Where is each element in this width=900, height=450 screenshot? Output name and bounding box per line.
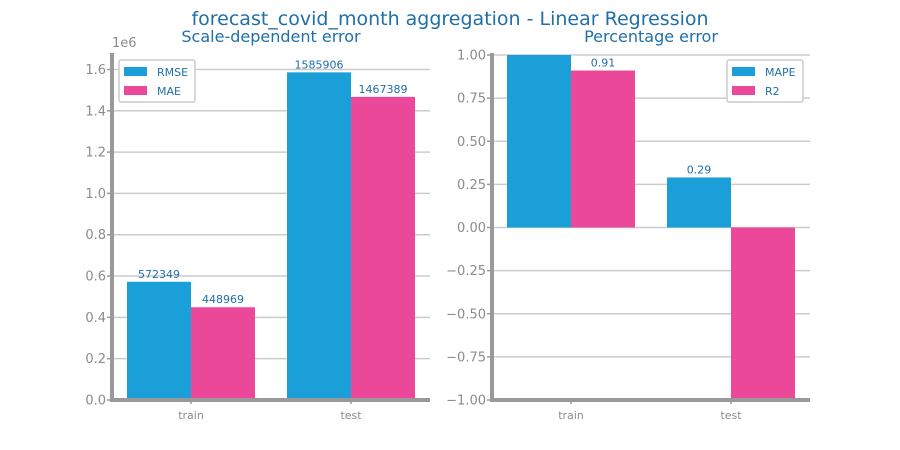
legend: RMSE MAE bbox=[118, 59, 196, 103]
bar-r2-test bbox=[731, 227, 795, 400]
data-label: 1585906 bbox=[295, 58, 344, 71]
bar-rmse-train bbox=[127, 281, 191, 400]
y-tick-label: 1.6 bbox=[85, 63, 106, 78]
x-tick-label: test bbox=[340, 409, 362, 422]
y-tick-label: 1.0 bbox=[85, 187, 106, 202]
y-tick-label: 0.25 bbox=[457, 178, 486, 193]
x-tick-label: train bbox=[558, 409, 584, 422]
x-tick-label: train bbox=[178, 409, 204, 422]
data-label: 448969 bbox=[202, 293, 244, 306]
y-tick-label: −0.75 bbox=[446, 350, 486, 365]
figure-title: forecast_covid_month aggregation - Linea… bbox=[191, 8, 708, 30]
legend-swatch-mape bbox=[732, 67, 755, 76]
legend: MAPE R2 bbox=[726, 59, 804, 103]
y-offset-label: 1e6 bbox=[112, 36, 137, 51]
y-tick-label: 0.50 bbox=[457, 135, 486, 150]
data-label: 0.91 bbox=[591, 57, 616, 70]
y-tick-label: 0.2 bbox=[85, 352, 106, 367]
bar-mape-test bbox=[667, 177, 731, 228]
y-tick-label: 0.00 bbox=[457, 221, 486, 236]
legend-label: RMSE bbox=[157, 66, 188, 79]
data-label: 572349 bbox=[138, 268, 180, 281]
data-label: 1467389 bbox=[359, 83, 408, 96]
bar-r2-train bbox=[571, 70, 635, 228]
y-tick-label: −0.25 bbox=[446, 264, 486, 279]
y-tick-label: −1.00 bbox=[446, 394, 486, 409]
y-tick-label: 1.2 bbox=[85, 146, 106, 161]
chart-title: Percentage error bbox=[584, 27, 718, 46]
x-tick-label: test bbox=[720, 409, 742, 422]
legend-label: MAE bbox=[157, 85, 181, 98]
legend-label: MAPE bbox=[765, 66, 796, 79]
y-tick-label: 1.4 bbox=[85, 104, 106, 119]
y-tick-label: −0.50 bbox=[446, 307, 486, 322]
bar-mae-test bbox=[351, 96, 415, 401]
chart-title: Scale-dependent error bbox=[181, 27, 361, 46]
legend-swatch-r2 bbox=[732, 86, 755, 95]
y-tick-label: 0.75 bbox=[457, 92, 486, 107]
y-tick-label: 0.0 bbox=[85, 394, 106, 409]
bar-mape-train bbox=[507, 55, 571, 228]
data-label: 0.29 bbox=[687, 163, 712, 176]
legend-swatch-mae bbox=[124, 86, 147, 95]
legend-swatch-rmse bbox=[124, 67, 147, 76]
y-tick-label: 0.6 bbox=[85, 270, 106, 285]
y-tick-label: 0.4 bbox=[85, 311, 106, 326]
legend-label: R2 bbox=[765, 85, 780, 98]
bar-rmse-test bbox=[287, 72, 351, 400]
y-tick-label: 0.8 bbox=[85, 228, 106, 243]
bar-mae-train bbox=[191, 307, 255, 400]
scale-dependent-error-chart: Scale-dependent error 0.0 0.2 0.4 0.6 0.8 1.0 1… bbox=[85, 27, 430, 422]
percentage-error-chart: Percentage error −1.00 −0.75 −0.50 −0.25 0.00… bbox=[446, 27, 810, 422]
y-tick-label: 1.00 bbox=[457, 49, 486, 64]
